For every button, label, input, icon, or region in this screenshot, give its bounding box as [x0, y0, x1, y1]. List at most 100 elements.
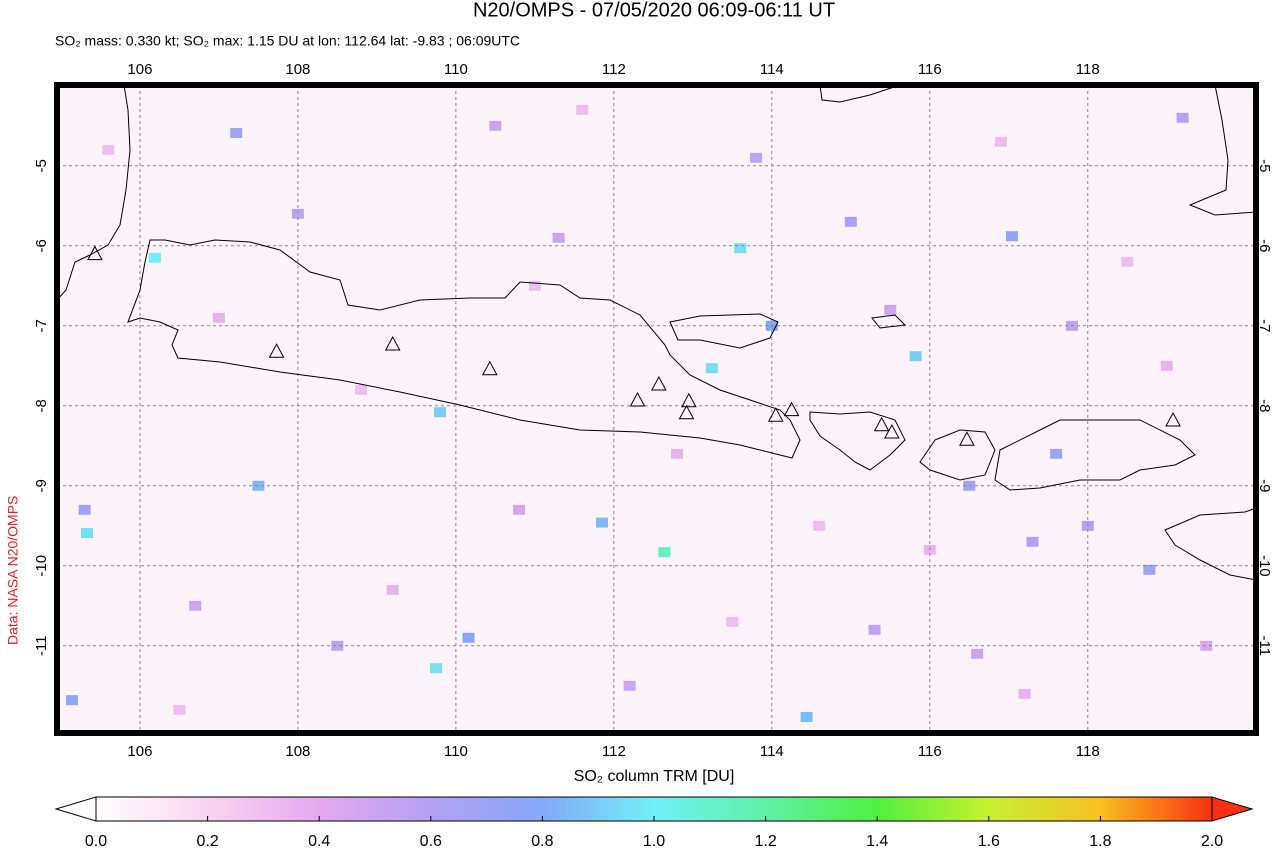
so2-cell — [230, 128, 243, 138]
x-tick-label: 114 — [760, 61, 784, 78]
volcano-marker — [482, 360, 498, 376]
x-tick-label: 116 — [918, 61, 942, 78]
x-tick-label: 112 — [602, 61, 626, 78]
x-tick-label: 108 — [285, 743, 310, 760]
so2-cell — [81, 528, 94, 538]
so2-cell — [813, 520, 826, 531]
so2-cell — [726, 616, 739, 627]
so2-cell — [1160, 360, 1173, 371]
volcano-marker — [873, 416, 890, 432]
y-tick-label: -9 — [1256, 479, 1272, 492]
so2-cell — [189, 600, 202, 611]
so2-cell — [173, 704, 186, 715]
so2-cell — [212, 312, 225, 323]
map-frame — [56, 84, 1257, 734]
map-background — [57, 85, 1256, 733]
y-tick-label: -11 — [1256, 636, 1272, 657]
so2-cell — [671, 448, 684, 459]
coastline — [919, 429, 996, 481]
so2-cell — [884, 304, 897, 315]
colorbar-tick-label: 1.6 — [978, 833, 1000, 850]
y-tick-label: -5 — [33, 159, 50, 172]
so2-cell — [1026, 536, 1039, 547]
so2-cell — [552, 232, 565, 243]
coastline — [1188, 85, 1256, 216]
so2-cell — [430, 663, 443, 674]
so2-cell — [1176, 112, 1189, 123]
so2-cell — [658, 547, 671, 558]
so2-cell — [734, 243, 747, 254]
so2-cell — [994, 136, 1007, 147]
coastline — [819, 85, 901, 103]
so2-cell — [868, 624, 881, 635]
so2-cell — [78, 504, 91, 515]
x-tick-label: 110 — [444, 61, 468, 78]
so2-cell — [386, 584, 399, 595]
colorbar-tick-label: 0.0 — [85, 833, 107, 850]
coastline — [127, 239, 801, 459]
so2-cell — [705, 363, 718, 374]
y-tick-label: -8 — [33, 399, 50, 412]
so2-cell — [800, 712, 813, 722]
so2-cell — [1121, 256, 1134, 267]
coastline — [871, 314, 907, 329]
cell-layer — [57, 85, 1256, 733]
y-tick-label: -7 — [1256, 319, 1272, 332]
volcano-marker — [87, 245, 103, 261]
so2-cell — [1143, 564, 1156, 575]
colorbar-tick-label: 0.4 — [308, 833, 330, 850]
volcano-marker — [681, 392, 697, 408]
x-tick-label: 106 — [127, 743, 152, 760]
x-tick-label: 106 — [127, 61, 152, 78]
y-tick-label: -5 — [1256, 159, 1272, 172]
volcano-marker — [268, 343, 285, 358]
colorbar-tick-label: 0.6 — [420, 833, 442, 850]
y-tick-label: -9 — [33, 479, 50, 492]
x-tick-label: 110 — [444, 743, 468, 760]
chart-title: N20/OMPS - 07/05/2020 06:09-06:11 UT — [473, 0, 835, 21]
y-tick-label: -10 — [33, 555, 50, 577]
colorbar-tick-label: 2.0 — [1201, 833, 1223, 850]
colorbar-tick-label: 1.8 — [1089, 833, 1111, 850]
coastline — [809, 411, 906, 471]
y-tick-label: -8 — [1256, 399, 1272, 412]
so2-cell — [576, 104, 589, 115]
volcano-marker — [384, 335, 401, 351]
so2-cell — [909, 351, 922, 362]
colorbar-arrow-high — [1211, 796, 1254, 822]
volcano-marker — [959, 431, 975, 446]
volcano-marker — [1165, 411, 1181, 427]
so2-cell — [489, 120, 502, 131]
x-tick-label: 118 — [1076, 743, 1100, 760]
so2-cell — [844, 216, 857, 227]
so2-cell — [1050, 448, 1063, 459]
so2-cell — [513, 504, 526, 515]
so2-cell — [102, 144, 115, 155]
marker-layer — [87, 245, 1181, 446]
so2-cell — [148, 252, 161, 263]
x-tick-label: 118 — [1076, 61, 1100, 78]
y-tick-label: -6 — [1256, 239, 1272, 252]
so2-cell — [596, 517, 608, 528]
colorbar-tick-label: 1.2 — [754, 833, 776, 850]
x-tick-label: 114 — [760, 743, 784, 760]
colorbar-tick-label: 0.8 — [531, 833, 553, 850]
coastline — [994, 419, 1196, 491]
y-tick-label: -11 — [33, 636, 50, 657]
volcano-marker — [678, 404, 695, 420]
coastline — [669, 313, 779, 349]
volcano-marker — [767, 407, 784, 422]
x-tick-label: 112 — [602, 743, 626, 760]
so2-cell — [434, 407, 447, 418]
so2-cell — [528, 280, 541, 291]
so2-cell — [252, 480, 265, 491]
credit: Data: NASA N20/OMPS — [5, 496, 21, 645]
colorbar-tick-label: 0.2 — [196, 833, 218, 850]
y-tick-label: -6 — [33, 239, 50, 252]
volcano-marker — [783, 401, 800, 417]
colorbar-tick-label: 1.0 — [643, 833, 665, 850]
coastline — [57, 85, 131, 301]
x-tick-label: 116 — [918, 743, 942, 760]
